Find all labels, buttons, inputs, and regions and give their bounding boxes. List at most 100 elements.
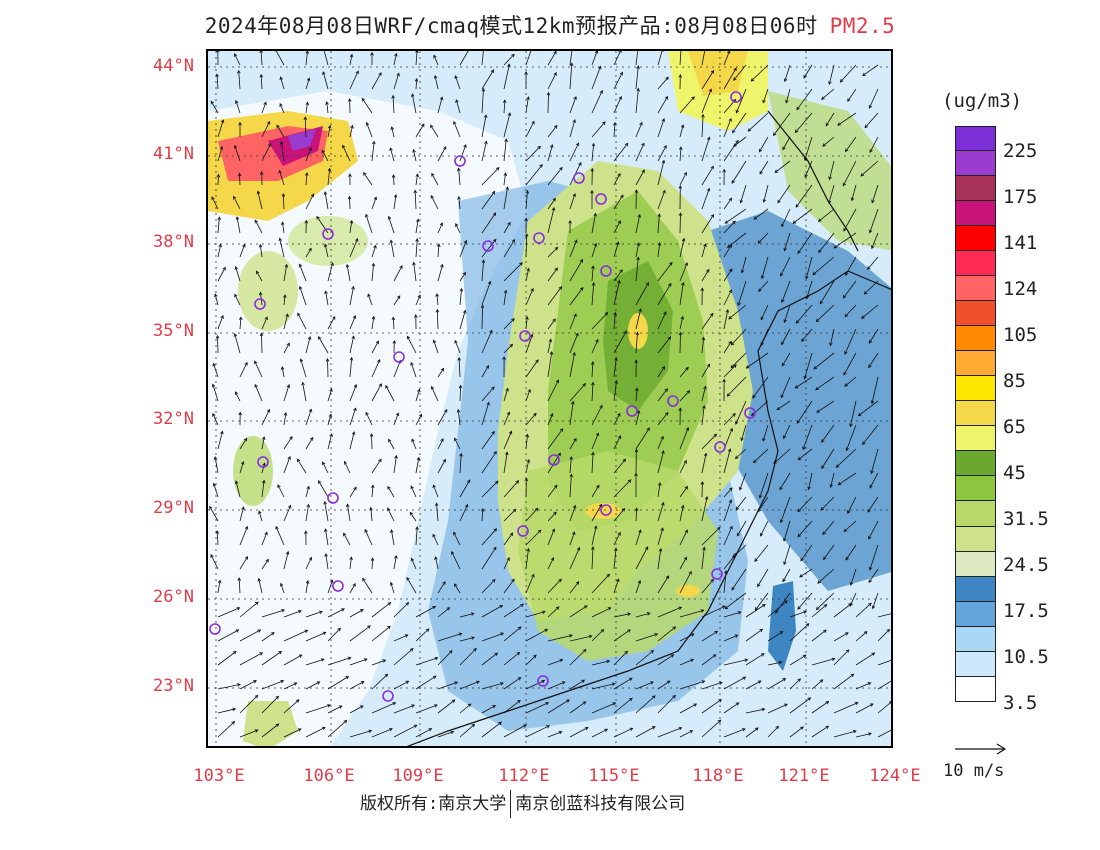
wind-arrow-head xyxy=(349,53,354,58)
wind-arrow-head xyxy=(395,412,400,417)
wind-arrow xyxy=(371,72,382,90)
wind-arrow xyxy=(754,544,769,562)
wind-arrow xyxy=(731,328,747,346)
wind-arrow xyxy=(481,579,496,594)
wind-arrow xyxy=(415,606,436,618)
wind-arrow xyxy=(767,631,783,642)
wind-arrow-head xyxy=(797,678,802,682)
wind-arrow xyxy=(503,452,508,474)
wind-arrow-head xyxy=(405,680,410,685)
wind-arrow xyxy=(547,286,562,306)
wind-arrow xyxy=(820,496,835,511)
lat-label-38: 38°N xyxy=(153,232,194,252)
wind-arrow-head xyxy=(446,607,451,611)
wind-arrow-head xyxy=(489,329,493,334)
wind-arrow xyxy=(275,526,285,546)
wind-arrow-head xyxy=(617,172,621,177)
wind-arrow xyxy=(547,731,562,738)
wind-arrow-head xyxy=(265,558,269,563)
wind-arrow xyxy=(723,268,733,282)
wind-arrow-head xyxy=(578,161,582,166)
wind-arrow-head xyxy=(742,676,747,680)
wind-arrow xyxy=(547,51,557,66)
wind-arrow-head xyxy=(795,320,800,324)
wind-arrow-head xyxy=(760,653,765,657)
wind-arrow-head xyxy=(519,262,523,266)
wind-arrow xyxy=(850,568,857,586)
wind-arrow-head xyxy=(234,293,238,298)
wind-arrow-head xyxy=(484,140,488,145)
wind-arrow xyxy=(591,405,603,426)
wind-arrow-head xyxy=(525,189,530,194)
wind-arrow-head xyxy=(693,703,698,707)
wind-arrow-head xyxy=(459,452,463,457)
wind-arrow xyxy=(525,164,543,186)
wind-arrow-head xyxy=(349,356,354,361)
wind-arrow xyxy=(349,357,353,378)
wind-arrow-head xyxy=(827,200,832,204)
wind-arrow-head xyxy=(731,586,735,591)
wind-arrow-head xyxy=(415,173,419,178)
wind-arrow xyxy=(855,631,868,642)
wind-arrow-head xyxy=(373,196,377,201)
wind-arrow-head xyxy=(502,356,506,360)
wind-arrow-head xyxy=(660,435,664,440)
wind-arrow xyxy=(635,388,638,402)
wind-arrow xyxy=(525,654,537,666)
wind-arrow-head xyxy=(233,195,237,200)
wind-arrow xyxy=(349,658,368,666)
wind-arrow xyxy=(393,724,417,738)
wind-arrow-head xyxy=(783,561,787,566)
wind-arrow xyxy=(239,729,258,738)
wind-arrow xyxy=(701,386,706,402)
wind-arrow xyxy=(261,651,282,666)
wind-arrow xyxy=(745,680,762,690)
wind-arrow-head xyxy=(807,697,812,701)
wind-arrow xyxy=(525,51,532,66)
wind-arrow xyxy=(433,484,439,498)
wind-arrow xyxy=(525,574,535,594)
wind-arrow xyxy=(283,314,289,330)
wind-arrow-head xyxy=(455,99,459,103)
colorbar-cell xyxy=(955,451,996,477)
wind-arrow-head xyxy=(554,124,558,129)
wind-arrow-head xyxy=(868,732,872,736)
wind-arrow-head xyxy=(550,557,555,561)
wind-arrow-head xyxy=(728,197,733,202)
wind-arrow xyxy=(323,51,329,66)
wind-arrow-head xyxy=(351,431,356,435)
wind-arrow xyxy=(318,336,329,354)
wind-arrow xyxy=(481,330,493,354)
wind-arrow-head xyxy=(739,199,743,204)
colorbar xyxy=(955,126,996,702)
wind-arrow-head xyxy=(525,315,529,320)
wind-arrow xyxy=(216,530,219,546)
wind-arrow xyxy=(407,336,417,354)
wind-arrow xyxy=(657,76,669,90)
wind-arrow-head xyxy=(388,438,392,443)
wind-arrow xyxy=(723,118,732,138)
wind-arrow-head xyxy=(779,631,784,635)
wind-arrow-head xyxy=(758,148,763,153)
wind-arrow-head xyxy=(629,697,633,702)
wind-arrow xyxy=(437,633,462,642)
wind-arrow-head xyxy=(779,519,784,524)
wind-arrow-head xyxy=(389,239,394,244)
wind-arrow-head xyxy=(384,673,389,678)
wind-arrow-head xyxy=(507,112,512,116)
wind-arrow-head xyxy=(685,366,689,371)
wind-arrow-head xyxy=(369,433,374,437)
wind-arrow xyxy=(406,577,417,594)
wind-arrow-head xyxy=(624,142,629,147)
wind-arrow xyxy=(591,266,594,282)
wind-arrow xyxy=(727,376,747,397)
wind-arrow-head xyxy=(261,436,266,440)
wind-arrow-head xyxy=(360,705,364,709)
wind-arrow xyxy=(481,721,502,738)
wind-arrow-head xyxy=(668,282,672,287)
wind-arrow-head xyxy=(220,119,225,123)
wind-arrow-head xyxy=(279,103,283,107)
footer-separator xyxy=(510,790,512,818)
wind-arrow-head xyxy=(286,342,290,347)
wind-arrow xyxy=(481,69,494,90)
